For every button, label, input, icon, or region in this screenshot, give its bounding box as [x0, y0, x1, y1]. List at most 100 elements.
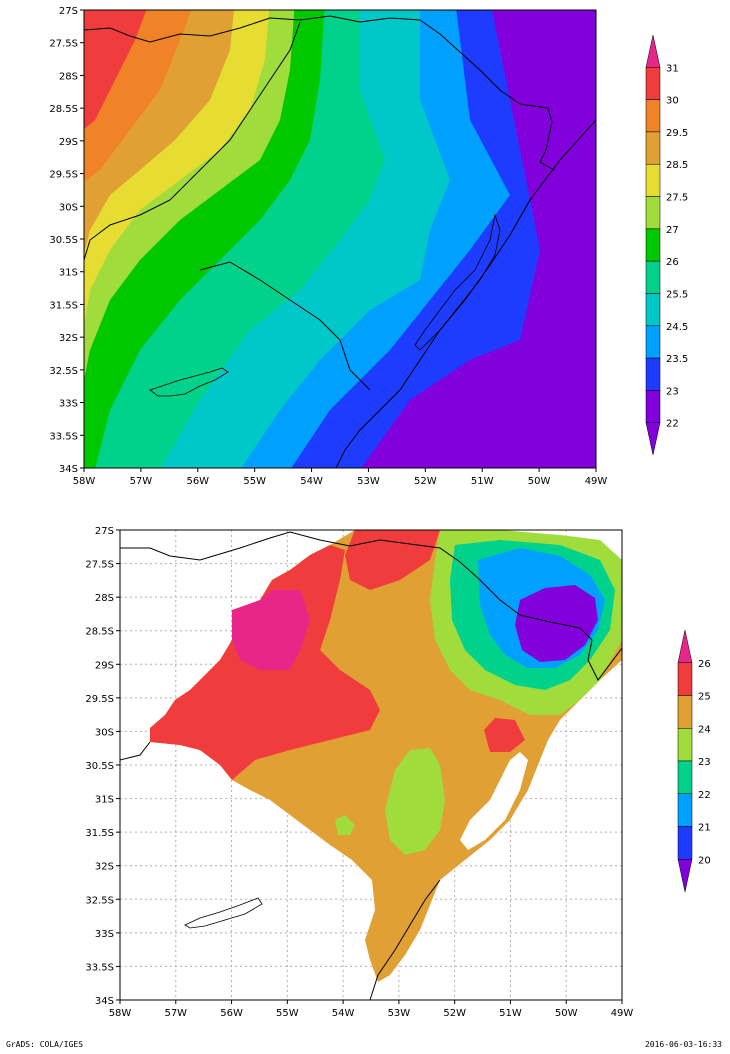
top-colorbar-segment [645, 325, 661, 359]
bottom-y-tick-label: 30.5S [85, 761, 114, 772]
reservoir [149, 367, 229, 397]
top-y-tick-label: 29.5S [49, 170, 78, 181]
bottom-x-tick-label: 53W [388, 1008, 411, 1019]
top-colorbar-label: 24.5 [666, 322, 688, 333]
bottom-x-tick-label: 50W [555, 1008, 578, 1019]
bottom-colorbar-label: 23 [698, 757, 711, 768]
top-colorbar-label: 26 [666, 257, 679, 268]
top-colorbar-label: 22 [666, 419, 679, 430]
bottom-x-tick-label: 55W [276, 1008, 299, 1019]
top-colorbar-label: 30 [666, 96, 679, 107]
bottom-northern-border [120, 531, 622, 681]
top-y-tick-label: 33.5S [49, 431, 78, 442]
top-y-tick-label: 28.5S [49, 104, 78, 115]
top-colorbar-cap-bottom [645, 422, 661, 456]
bottom-x-tick-label: 52W [443, 1008, 466, 1019]
bottom-map-fill [120, 530, 622, 1000]
top-x-tick-label: 58W [73, 476, 96, 487]
top-colorbar-label: 27 [666, 225, 679, 236]
top-y-tick-label: 31.5S [49, 300, 78, 311]
footer-credit: GrADS: COLA/IGES [6, 1040, 84, 1049]
top-colorbar-label: 31 [666, 63, 679, 74]
top-map: 58W 57W 56W 55W 54W 53W 52W 51W 50W 49W 27S27.5S2… [49, 6, 608, 487]
bottom-y-axis: 27S 27.5S 28S 28.5S 29S 29.5S 30S 30.5S 31S 31.5S… [85, 526, 120, 1007]
bottom-colorbar-label: 20 [698, 855, 711, 866]
bottom-colorbar-segment [677, 793, 693, 827]
top-colorbar-label: 23.5 [666, 354, 688, 365]
top-y-tick-label: 30.5S [49, 235, 78, 246]
bottom-map: 58W 57W 56W 55W 54W 53W 52W 51W 50W 49W 27S27.5S2… [85, 526, 633, 1019]
region-25-spot [484, 718, 525, 752]
top-colorbar-segment [645, 163, 661, 197]
bottom-colorbar: 26 25 24 23 22 21 20 [677, 629, 711, 893]
bottom-colorbar-segment [677, 695, 693, 729]
top-colorbar-segment [645, 357, 661, 391]
band-30 [84, 10, 147, 130]
top-x-tick-label: 52W [414, 476, 437, 487]
bottom-y-tick-label: 33.5S [85, 962, 114, 973]
top-y-tick-label: 31S [59, 268, 78, 279]
northern-border [84, 15, 555, 171]
top-colorbar-segment [645, 196, 661, 230]
bottom-y-tick-label: 29.5S [85, 694, 114, 705]
top-colorbar-label: 23 [666, 386, 679, 397]
top-y-tick-label: 29S [59, 137, 78, 148]
bottom-reservoir [184, 897, 263, 929]
bottom-x-tick-label: 49W [611, 1008, 634, 1019]
bottom-colorbar-segment [677, 728, 693, 762]
bottom-colorbar-label: 24 [698, 724, 711, 735]
bottom-colorbar-label: 26 [698, 659, 711, 670]
bottom-colorbar-label: 21 [698, 823, 711, 834]
bottom-y-tick-label: 27S [95, 526, 114, 537]
bottom-colorbar-segment [677, 760, 693, 794]
top-colorbar-segment [645, 260, 661, 294]
top-colorbar-segment [645, 390, 661, 423]
top-y-tick-label: 28S [59, 71, 78, 82]
top-x-tick-label: 56W [186, 476, 209, 487]
top-x-tick-label: 53W [357, 476, 380, 487]
bottom-x-tick-label: 51W [499, 1008, 522, 1019]
bottom-colorbar-cap-bottom [677, 859, 693, 893]
bottom-y-tick-label: 33S [95, 929, 114, 940]
bottom-colorbar-label: 22 [698, 790, 711, 801]
bottom-x-tick-label: 58W [109, 1008, 132, 1019]
top-x-tick-label: 51W [471, 476, 494, 487]
top-colorbar-cap-top [645, 34, 661, 68]
bottom-y-tick-label: 28S [95, 593, 114, 604]
region-23-spot [335, 815, 355, 835]
top-colorbar-segment [645, 293, 661, 327]
top-y-tick-label: 32S [59, 333, 78, 344]
top-y-tick-label: 32.5S [49, 366, 78, 377]
bottom-y-tick-label: 32.5S [85, 895, 114, 906]
top-map-fill [84, 10, 596, 468]
bottom-y-tick-label: 28.5S [85, 627, 114, 638]
western-river [84, 21, 301, 261]
bottom-western-border [120, 741, 151, 761]
top-x-tick-label: 50W [528, 476, 551, 487]
bottom-x-tick-label: 56W [220, 1008, 243, 1019]
top-y-axis: 27S 27.5S 28S 28.5S 29S 29.5S 30S 30.5S 31S 31.5S… [49, 6, 84, 475]
lagoon [414, 213, 501, 351]
bottom-y-tick-label: 34S [95, 996, 114, 1007]
top-colorbar-label: 28.5 [666, 160, 688, 171]
bottom-x-tick-label: 54W [332, 1008, 355, 1019]
bottom-coastline [369, 879, 441, 1000]
top-colorbar-segment [645, 99, 661, 133]
region-23-center [385, 748, 445, 855]
top-colorbar-label: 25.5 [666, 289, 688, 300]
top-x-tick-label: 57W [130, 476, 153, 487]
top-y-tick-label: 34S [59, 464, 78, 475]
bottom-y-tick-label: 30S [95, 727, 114, 738]
bottom-y-tick-label: 31S [95, 795, 114, 806]
bottom-y-tick-label: 32S [95, 862, 114, 873]
bottom-colorbar-segment [677, 662, 693, 696]
top-colorbar-segment [645, 67, 661, 100]
top-x-tick-label: 49W [585, 476, 608, 487]
region-26 [232, 590, 310, 670]
bottom-colorbar-segment [677, 826, 693, 860]
footer-timestamp: 2016-06-03-16:33 [644, 1040, 722, 1049]
bottom-x-tick-label: 57W [164, 1008, 187, 1019]
bottom-y-tick-label: 29S [95, 660, 114, 671]
bottom-x-axis: 58W 57W 56W 55W 54W 53W 52W 51W 50W 49W [109, 1000, 634, 1019]
